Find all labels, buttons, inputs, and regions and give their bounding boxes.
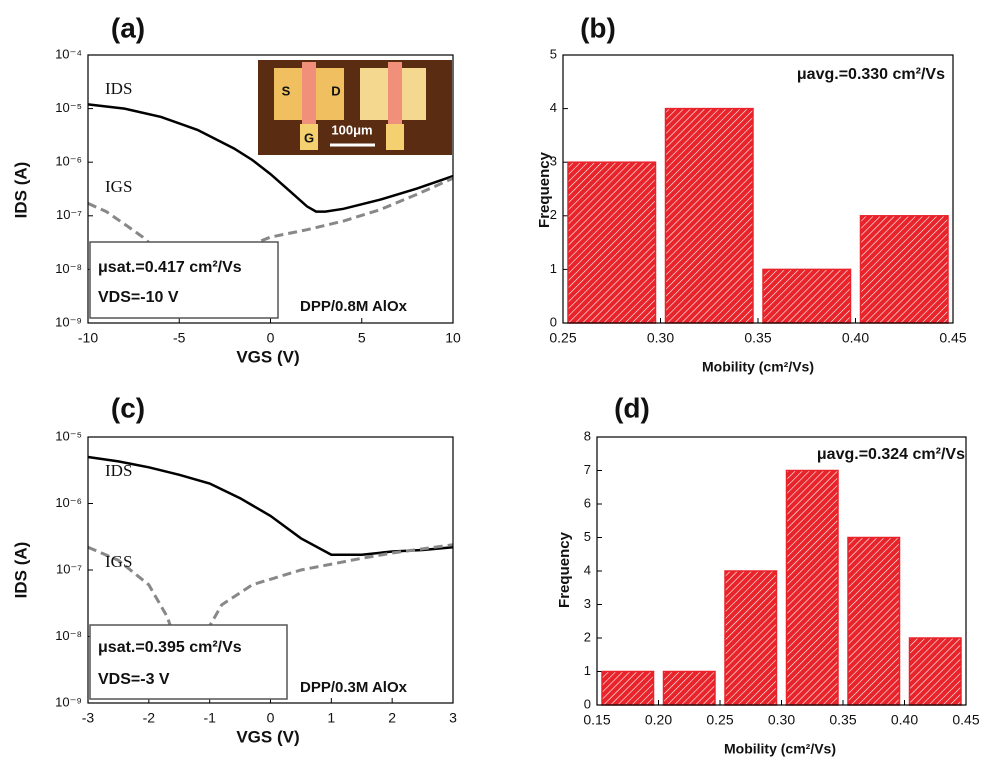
x-tick-label: 2	[388, 710, 396, 726]
y-tick-label: 2	[550, 207, 557, 222]
bar	[763, 269, 851, 323]
annotation-note: μavg.=0.324 cm²/Vs	[817, 446, 965, 463]
y-tick-label: 7	[584, 462, 591, 477]
x-tick-label: 0.45	[939, 330, 966, 346]
y-tick-label: 8	[584, 428, 591, 443]
series-label: IGS	[105, 177, 132, 196]
panel-label: (a)	[111, 12, 145, 43]
x-axis-label: VGS (V)	[236, 727, 299, 746]
x-tick-label: -1	[203, 710, 216, 726]
x-tick-label: -3	[82, 710, 95, 726]
y-tick-label: 6	[584, 495, 591, 510]
annotation-box	[90, 242, 278, 318]
x-axis-label: Mobility (cm²/Vs)	[724, 741, 836, 757]
y-tick-label: 3	[550, 154, 557, 169]
annotation-text: VDS=-10 V	[98, 289, 179, 306]
x-tick-label: 0.40	[891, 712, 918, 728]
y-tick-label: 1	[584, 663, 591, 678]
x-tick-label: 0.35	[744, 330, 771, 346]
x-tick-label: -2	[143, 710, 156, 726]
inset-micrograph: S D G 100μm	[258, 60, 452, 155]
x-tick-label: 5	[358, 330, 366, 346]
bar	[848, 538, 900, 706]
y-tick-label: 0	[584, 696, 591, 711]
series-label: IDS	[105, 461, 132, 480]
bar	[861, 216, 949, 323]
annotation-text: VDS=-3 V	[98, 671, 170, 688]
panel-label: (c)	[111, 392, 145, 423]
annotation-note: DPP/0.8M AlOx	[300, 298, 408, 315]
bar	[568, 162, 656, 323]
bar	[664, 672, 716, 706]
y-tick-label: 4	[584, 562, 591, 577]
x-tick-label: 0.40	[842, 330, 869, 346]
series-label: IDS	[105, 79, 132, 98]
x-tick-label: 0.25	[549, 330, 576, 346]
x-tick-label: 0.35	[829, 712, 856, 728]
x-tick-label: 0.15	[583, 712, 610, 728]
bar	[725, 571, 777, 705]
x-tick-label: 0.45	[952, 712, 979, 728]
y-tick-label: 10⁻⁴	[55, 46, 82, 61]
annotation-note: μavg.=0.330 cm²/Vs	[797, 66, 945, 83]
x-tick-label: 0.25	[706, 712, 733, 728]
x-tick-label: 0.30	[647, 330, 674, 346]
y-tick-label: 10⁻⁵	[55, 100, 82, 115]
y-tick-label: 10⁻⁵	[55, 428, 82, 443]
inset-label: 100μm	[331, 122, 372, 137]
y-tick-label: 5	[584, 529, 591, 544]
x-axis-label: VGS (V)	[236, 347, 299, 366]
annotation-text: μsat.=0.417 cm²/Vs	[98, 259, 242, 276]
x-tick-label: 3	[449, 710, 457, 726]
bar	[787, 471, 839, 706]
x-tick-label: 0	[267, 710, 275, 726]
gate	[388, 62, 402, 124]
gate	[302, 62, 316, 124]
x-tick-label: 1	[327, 710, 335, 726]
figure: (a)VGS (V)IDS (A)-10-5051010⁻⁹10⁻⁸10⁻⁷10…	[0, 0, 987, 760]
annotation-note: DPP/0.3M AlOx	[300, 679, 408, 696]
annotation-text: μsat.=0.395 cm²/Vs	[98, 639, 242, 656]
inset-label: S	[282, 83, 291, 98]
x-axis-label: Mobility (cm²/Vs)	[702, 359, 814, 375]
x-tick-label: 0.30	[768, 712, 795, 728]
panel-label: (d)	[614, 392, 650, 423]
bar	[910, 638, 962, 705]
panel-label: (b)	[580, 12, 616, 43]
x-tick-label: 10	[445, 330, 461, 346]
y-tick-label: 2	[584, 629, 591, 644]
y-tick-label: 3	[584, 596, 591, 611]
y-tick-label: 5	[550, 46, 557, 61]
pad	[386, 124, 404, 150]
y-axis-label: IDS (A)	[11, 162, 30, 219]
bar	[666, 109, 754, 323]
y-tick-label: 0	[550, 314, 557, 329]
bar	[602, 672, 654, 706]
x-tick-label: -10	[78, 330, 98, 346]
y-tick-label: 10⁻⁹	[55, 314, 82, 329]
y-tick-label: 10⁻⁹	[55, 694, 82, 709]
inset-label: D	[331, 83, 340, 98]
y-tick-label: 10⁻⁸	[55, 628, 82, 643]
x-tick-label: -5	[173, 330, 186, 346]
inset-label: G	[304, 130, 314, 145]
y-tick-label: 10⁻⁷	[56, 561, 82, 576]
y-tick-label: 10⁻⁶	[55, 154, 82, 169]
x-tick-label: 0.20	[645, 712, 672, 728]
y-axis-label: IDS (A)	[11, 542, 30, 599]
y-tick-label: 4	[550, 100, 557, 115]
y-tick-label: 10⁻⁷	[56, 207, 82, 222]
y-tick-label: 1	[550, 261, 557, 276]
y-tick-label: 10⁻⁸	[55, 261, 82, 276]
y-tick-label: 10⁻⁶	[55, 495, 82, 510]
series-line	[88, 457, 453, 555]
y-axis-label: Frequency	[556, 531, 573, 608]
series-label: IGS	[105, 552, 132, 571]
x-tick-label: 0	[267, 330, 275, 346]
